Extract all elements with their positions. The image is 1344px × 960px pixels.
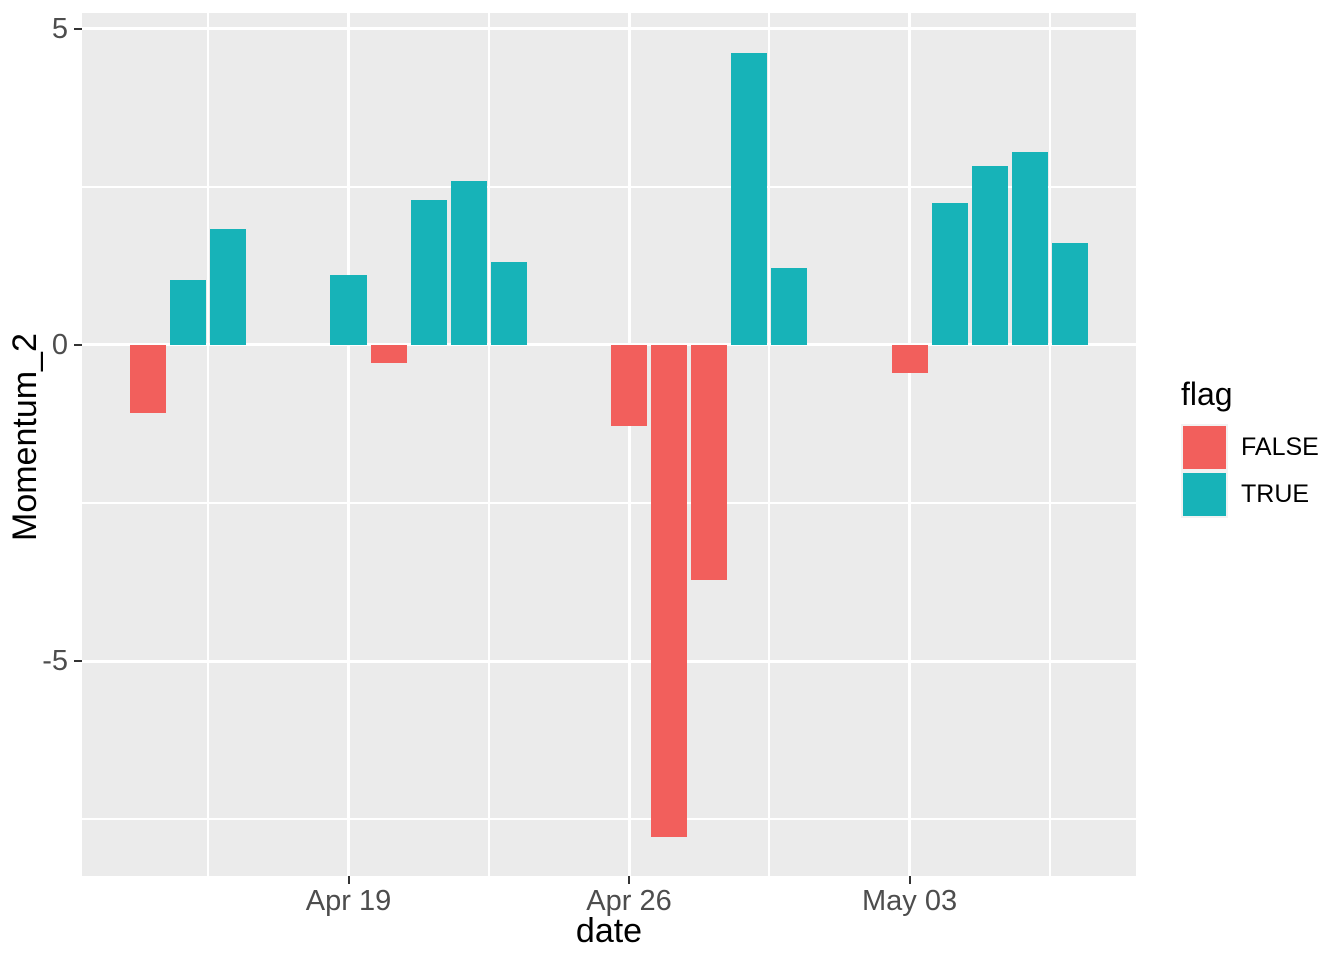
- x-tick-label: Apr 26: [586, 885, 672, 917]
- legend-item-false: FALSE: [1181, 424, 1344, 471]
- gridline-y-minor: [82, 818, 1136, 821]
- plot-panel: [82, 13, 1136, 876]
- legend-item-true: TRUE: [1181, 471, 1344, 518]
- bar-apr-29: [731, 52, 768, 345]
- gridline-y-major: [82, 27, 1136, 31]
- y-tick-mark: [74, 343, 82, 346]
- y-tick-label: 5: [51, 12, 68, 45]
- gridline-x-minor: [207, 13, 210, 876]
- legend-key-true: [1181, 471, 1228, 518]
- x-tick-mark: [628, 876, 631, 884]
- bar-apr-20: [370, 344, 407, 363]
- bar-apr-23: [490, 262, 527, 345]
- bar-apr-27: [651, 344, 688, 837]
- bar-apr-14: [130, 344, 167, 413]
- gridline-y-minor: [82, 185, 1136, 188]
- bar-may-07: [1051, 242, 1088, 345]
- bar-apr-15: [170, 280, 207, 345]
- legend-items: FALSE TRUE: [1181, 424, 1344, 518]
- bar-apr-26: [611, 344, 648, 426]
- bar-apr-21: [410, 200, 447, 345]
- bar-apr-16: [210, 228, 247, 345]
- gridline-x-minor: [487, 13, 490, 876]
- bar-may-06: [1011, 152, 1048, 345]
- gridline-x-minor: [768, 13, 771, 876]
- legend-label-true: TRUE: [1241, 480, 1310, 508]
- legend-title: flag: [1181, 376, 1233, 412]
- x-tick-label: Apr 19: [305, 885, 392, 917]
- bar-may-05: [971, 166, 1008, 345]
- x-axis-title: date: [575, 912, 643, 950]
- x-tick-label: May 03: [862, 885, 958, 917]
- legend-label-false: FALSE: [1241, 433, 1319, 461]
- gridline-x-major: [627, 13, 631, 876]
- y-axis-title: Momentum_2: [6, 333, 44, 541]
- x-tick-mark: [347, 876, 350, 884]
- gridline-y-minor: [82, 501, 1136, 504]
- bar-apr-28: [691, 344, 728, 581]
- legend: flag FALSE TRUE: [1181, 376, 1344, 518]
- bar-may-04: [931, 202, 968, 345]
- gridline-x-major: [347, 13, 350, 876]
- gridline-y-major: [82, 343, 1136, 347]
- legend-swatch-true: [1183, 473, 1226, 516]
- bar-apr-19: [330, 274, 367, 345]
- gridline-x-major: [908, 13, 912, 876]
- gridline-x-minor: [1048, 13, 1051, 876]
- gridline-y-major: [82, 659, 1136, 663]
- y-tick-label: 0: [51, 328, 68, 361]
- bar-may-03: [891, 344, 928, 373]
- bar-apr-22: [450, 181, 487, 345]
- legend-swatch-false: [1183, 426, 1226, 469]
- x-tick-mark: [908, 876, 911, 884]
- legend-key-false: [1181, 424, 1228, 471]
- y-tick-mark: [74, 660, 82, 663]
- bar-apr-30: [771, 267, 808, 345]
- y-tick-label: -5: [42, 645, 68, 678]
- y-tick-mark: [74, 27, 82, 30]
